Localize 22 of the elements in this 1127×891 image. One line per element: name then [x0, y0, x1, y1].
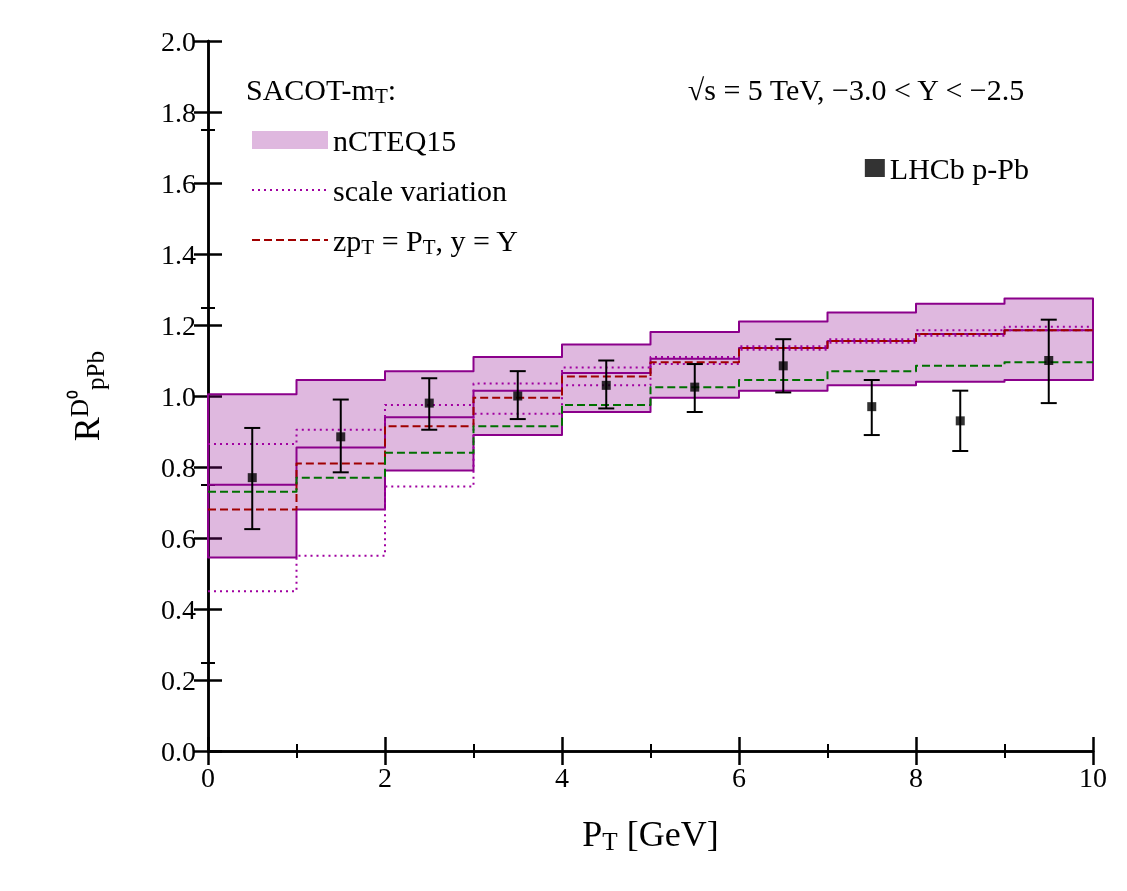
y-tick-label: 0.0: [161, 735, 196, 767]
x-tick-label: 2: [378, 761, 392, 793]
legend-label: scale variation: [333, 173, 508, 207]
x-tick-label: 0: [201, 761, 215, 793]
y-tick-label: 0.4: [161, 593, 196, 625]
y-tick-label: 2.0: [161, 25, 196, 57]
y-tick-label: 1.6: [161, 167, 196, 199]
y-axis-title: RD⁰pPb: [65, 350, 109, 442]
legend-label: LHCb p-Pb: [889, 151, 1030, 185]
x-tick-label: 8: [909, 761, 923, 793]
y-tick-label: 1.4: [161, 238, 196, 270]
y-tick-label: 0.6: [161, 522, 196, 554]
y-tick-label: 1.8: [161, 96, 196, 128]
y-tick-label: 0.2: [161, 664, 196, 696]
y-tick-label: 1.0: [161, 380, 196, 412]
x-tick-label: 4: [555, 761, 569, 793]
x-tick-label: 10: [1079, 761, 1107, 793]
x-tick-label: 6: [732, 761, 746, 793]
y-tick-label: 0.8: [161, 451, 196, 483]
y-tick-label: 1.2: [161, 309, 196, 341]
annotation: √s = 5 TeV, −3.0 < Y < −2.5: [687, 72, 1025, 106]
legend-label: nCTEQ15: [333, 123, 457, 157]
